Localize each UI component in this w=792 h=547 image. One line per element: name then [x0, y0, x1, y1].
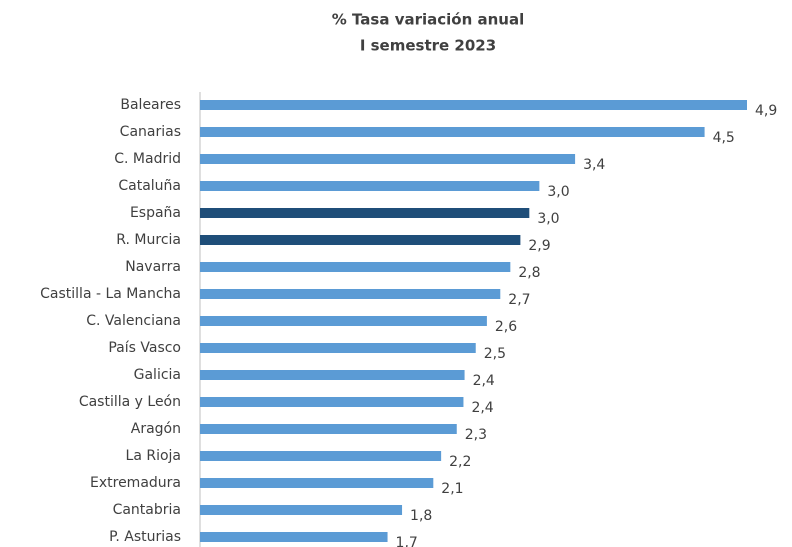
value-label: 4,9: [755, 103, 777, 119]
category-label: La Rioja: [126, 448, 181, 464]
category-label: R. Murcia: [116, 232, 181, 248]
value-label: 1,8: [410, 508, 432, 524]
bar: [200, 505, 403, 515]
value-label: 2,7: [508, 292, 530, 308]
value-label: 1,7: [396, 535, 418, 547]
chart-title: % Tasa variación anual: [332, 11, 525, 29]
category-label: P. Asturias: [109, 529, 181, 545]
category-label: C. Madrid: [114, 151, 181, 167]
bar: [200, 289, 501, 299]
bar: [200, 127, 705, 137]
category-label: País Vasco: [108, 340, 181, 356]
value-label: 3,0: [547, 184, 569, 200]
value-label: 2,8: [518, 265, 540, 281]
value-label: 3,0: [537, 211, 559, 227]
chart-subtitle: I semestre 2023: [360, 37, 496, 55]
value-label: 2,2: [449, 454, 471, 470]
category-label: Canarias: [120, 124, 181, 140]
value-label: 2,5: [484, 346, 506, 362]
bar: [200, 451, 442, 461]
value-label: 2,6: [495, 319, 517, 335]
value-label: 2,9: [528, 238, 550, 254]
bar: [200, 208, 530, 218]
category-label: Castilla - La Mancha: [40, 286, 181, 302]
bar: [200, 343, 476, 353]
bar: [200, 235, 521, 245]
value-label: 2,4: [471, 400, 493, 416]
category-label: Aragón: [131, 421, 181, 437]
bar: [200, 316, 487, 326]
category-label: España: [130, 205, 181, 221]
category-label: Galicia: [134, 367, 181, 383]
value-label: 3,4: [583, 157, 605, 173]
bar: [200, 397, 464, 407]
bar: [200, 262, 511, 272]
value-label: 2,4: [473, 373, 495, 389]
category-label: C. Valenciana: [86, 313, 181, 329]
category-label: Baleares: [120, 97, 181, 113]
value-label: 2,1: [441, 481, 463, 497]
bar: [200, 532, 388, 542]
category-label: Extremadura: [90, 475, 181, 491]
bar: [200, 424, 457, 434]
category-label: Navarra: [125, 259, 181, 275]
bar: [200, 154, 576, 164]
bar: [200, 100, 747, 110]
category-label: Castilla y León: [79, 394, 181, 410]
bar: [200, 181, 540, 191]
category-label: Cantabria: [113, 502, 181, 518]
category-label: Cataluña: [118, 178, 181, 194]
value-label: 4,5: [713, 130, 735, 146]
value-label: 2,3: [465, 427, 487, 443]
bar: [200, 370, 465, 380]
bar: [200, 478, 434, 488]
